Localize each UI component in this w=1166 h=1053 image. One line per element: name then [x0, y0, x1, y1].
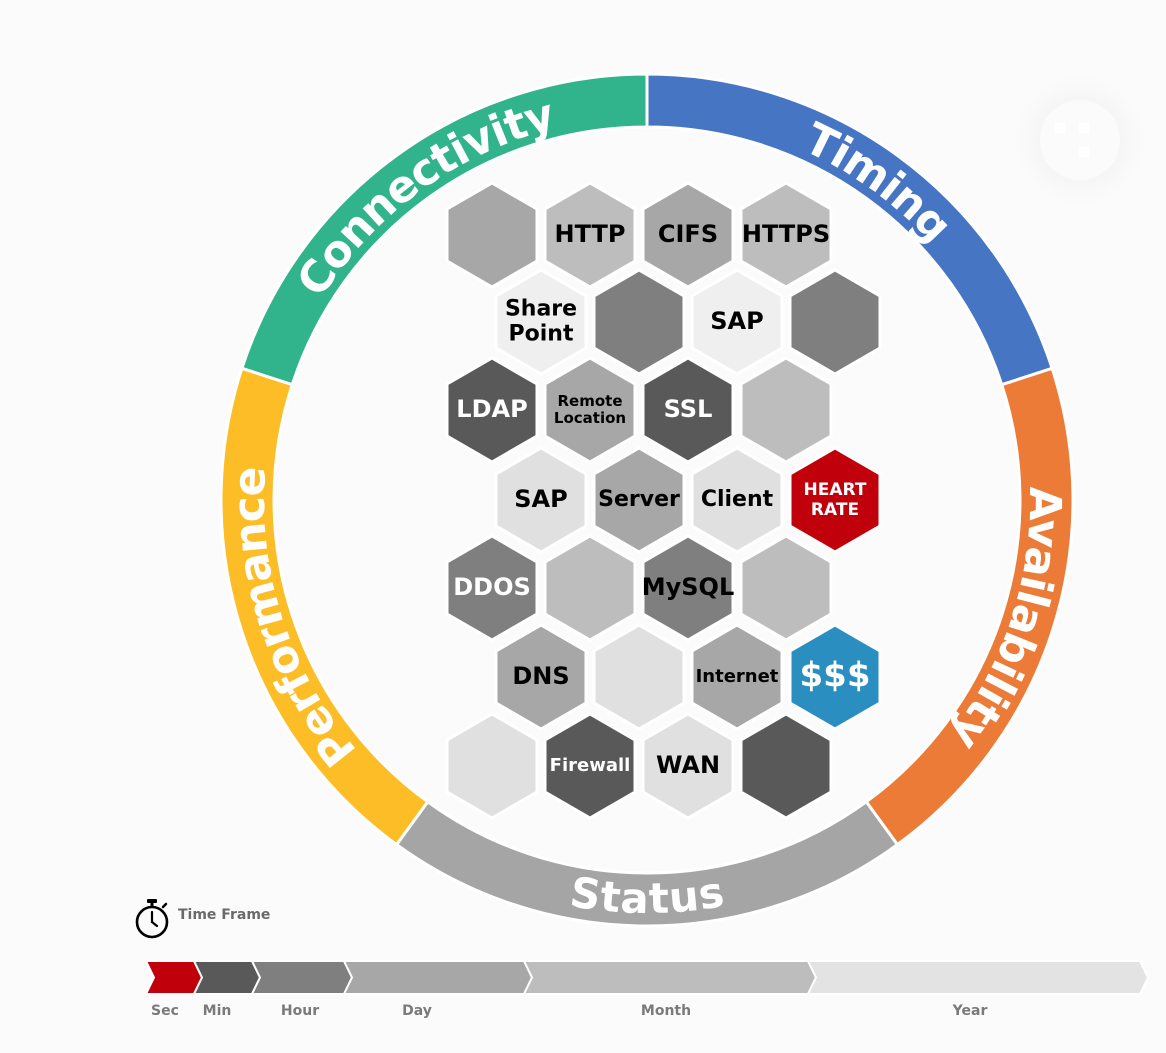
- hex-ssl[interactable]: [641, 356, 735, 464]
- time-frame-segment-sec[interactable]: [144, 960, 204, 995]
- hex-empty: [592, 268, 686, 376]
- time-frame-label-year: Year: [952, 1003, 988, 1019]
- hex-share-point-label: Share: [505, 296, 577, 321]
- time-frame-label-month: Month: [640, 1003, 692, 1019]
- menu-icon[interactable]: [1040, 100, 1120, 180]
- hex-remote-location-label: Location: [554, 409, 626, 427]
- hex-ddos[interactable]: [445, 534, 539, 642]
- hex-dns-label: DNS: [512, 662, 569, 690]
- hex-ddos-label: DDOS: [453, 573, 531, 601]
- hex-share-point-label: Point: [509, 322, 574, 347]
- time-frame-title: Time Frame: [178, 907, 271, 923]
- time-frame-label-min: Min: [202, 1003, 232, 1019]
- time-frame-segment-min[interactable]: [192, 960, 262, 995]
- time-frame-segment-hour[interactable]: [250, 960, 354, 995]
- hex-internet-label: Internet: [696, 666, 779, 687]
- hex-remote-location[interactable]: [543, 356, 637, 464]
- hex-remote-location-label: Remote: [557, 392, 622, 410]
- menu-dot: [1079, 123, 1089, 133]
- hex--label: $$$: [800, 656, 871, 696]
- hex-https-label: HTTPS: [742, 220, 830, 248]
- time-frame-bar: [144, 960, 1150, 995]
- hex-sap[interactable]: [690, 268, 784, 376]
- ring-segment-performance[interactable]: [219, 366, 430, 847]
- hex-mysql[interactable]: [641, 534, 735, 642]
- hex-sap-label: SAP: [514, 485, 567, 513]
- hex-client[interactable]: [690, 446, 784, 554]
- hex-mysql-label: MySQL: [642, 573, 735, 601]
- hex-wan-label: WAN: [656, 751, 720, 779]
- menu-dot: [1055, 123, 1065, 133]
- hex-firewall[interactable]: [543, 712, 637, 820]
- ring-label-status: Status: [567, 867, 727, 923]
- time-frame-segment-year[interactable]: [806, 960, 1150, 995]
- time-frame-label-hour: Hour: [280, 1003, 320, 1019]
- hex-https[interactable]: [739, 181, 833, 289]
- hex-share-point[interactable]: [494, 268, 588, 376]
- hex-server[interactable]: [592, 446, 686, 554]
- hex-empty: [788, 268, 882, 376]
- hex-dns[interactable]: [494, 623, 588, 731]
- hex-heart-rate[interactable]: [788, 446, 882, 554]
- hex-firewall-label: Firewall: [550, 755, 631, 776]
- category-ring: [219, 72, 1075, 928]
- hex-empty: [739, 712, 833, 820]
- hex-empty: [739, 534, 833, 642]
- hex-heart-rate-label: RATE: [811, 500, 859, 520]
- hex-cifs[interactable]: [641, 181, 735, 289]
- time-frame-segment-month[interactable]: [522, 960, 818, 995]
- time-frame-label-day: Day: [402, 1003, 432, 1019]
- hex-sap-label: SAP: [710, 307, 763, 335]
- hex-sap[interactable]: [494, 446, 588, 554]
- hex-heart-rate-label: HEART: [804, 480, 867, 500]
- ring-label-availability: Availability: [940, 486, 1070, 759]
- time-frame-segment-day[interactable]: [342, 960, 534, 995]
- hex-empty: [739, 356, 833, 464]
- menu-dot: [1079, 147, 1089, 157]
- hex-http-label: HTTP: [555, 220, 626, 248]
- hex-[interactable]: [788, 623, 882, 731]
- stopwatch-icon: [132, 898, 172, 944]
- hex-client-label: Client: [701, 487, 774, 512]
- time-frame-label-sec: Sec: [151, 1003, 179, 1019]
- hex-ldap[interactable]: [445, 356, 539, 464]
- hex-cifs-label: CIFS: [658, 220, 718, 248]
- ring-label-performance: Performance: [224, 465, 366, 776]
- hex-empty: [445, 181, 539, 289]
- hex-empty: [543, 534, 637, 642]
- hex-internet[interactable]: [690, 623, 784, 731]
- hex-empty: [445, 712, 539, 820]
- hex-ssl-label: SSL: [664, 395, 713, 423]
- hex-server-label: Server: [598, 487, 680, 512]
- hex-http[interactable]: [543, 181, 637, 289]
- hex-ldap-label: LDAP: [456, 395, 527, 423]
- hex-empty: [592, 623, 686, 731]
- hex-wan[interactable]: [641, 712, 735, 820]
